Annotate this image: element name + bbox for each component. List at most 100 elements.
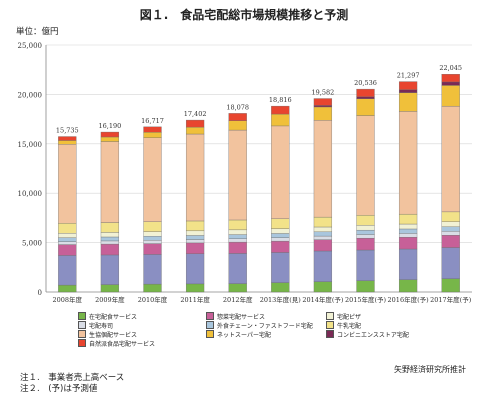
bar-segment	[441, 231, 460, 236]
bar-segment	[185, 242, 205, 254]
source-credit: 矢野経済研究所推計	[394, 365, 466, 374]
bar-segment	[185, 283, 205, 293]
bar-segment	[441, 226, 460, 232]
bar-total-label: 22,045	[439, 64, 462, 72]
bar-segment	[313, 105, 333, 108]
bar-segment	[58, 255, 77, 286]
bar-total-label: 15,735	[56, 127, 79, 135]
bar-segment	[271, 228, 290, 234]
bar-segment	[228, 129, 247, 221]
bar-segment	[58, 136, 77, 141]
bar-segment	[271, 233, 290, 238]
bar-segment	[356, 98, 375, 116]
bar-segment	[441, 211, 460, 222]
y-axis-unit-label: 単位：億円	[16, 27, 59, 37]
bar-segment	[228, 120, 247, 131]
legend-label: ネットスーパー宅配	[217, 331, 271, 339]
bar-total-label: 16,717	[141, 117, 164, 125]
note-1: 注１. 事業者売上高ベース	[20, 373, 125, 383]
bar-segment	[100, 141, 120, 223]
legend-swatch	[78, 321, 86, 329]
bar-segment	[58, 241, 77, 245]
bar-segment	[228, 234, 247, 239]
bar-segment	[398, 92, 418, 112]
bar-segment	[185, 253, 205, 285]
bar-segment	[441, 235, 460, 248]
bar-segment	[441, 247, 460, 279]
bar-segment	[441, 105, 460, 213]
labels: 15,735 2008年度 16,190 2009年度 16,717 2010年度 17,4…	[53, 64, 472, 304]
bar-segment	[356, 249, 375, 281]
legend-swatch	[326, 312, 334, 320]
bar-segment	[441, 278, 460, 293]
legend-entry: 宅配寿司	[78, 321, 206, 330]
bar-segment	[185, 119, 205, 128]
bar-segment	[228, 253, 247, 284]
bar-segment	[313, 98, 333, 106]
bar-total-label: 18,816	[269, 96, 292, 104]
bar-segment	[228, 238, 247, 243]
x-tick-label: 2012年度	[223, 295, 253, 304]
legend-label: 宅配寿司	[89, 322, 114, 330]
bar-segment	[271, 252, 290, 283]
bar-segment	[441, 85, 460, 107]
bar-segment	[271, 237, 290, 242]
bar-total-label: 16,190	[99, 122, 122, 130]
x-tick-label: 2011年度	[180, 295, 210, 304]
legend-swatch	[78, 312, 86, 320]
bar-segment	[143, 231, 162, 237]
legend-swatch	[206, 312, 214, 320]
legend-label: コンビニエンスストア宅配	[337, 331, 409, 339]
bar-segment	[143, 132, 162, 138]
legend-entry: コンビニエンスストア宅配	[326, 330, 416, 339]
bar-segment	[185, 239, 205, 244]
y-tick-label: 20,000	[18, 91, 43, 99]
bar-segment	[398, 111, 418, 215]
bar-segment	[313, 231, 333, 237]
chart-title: 図１. 食品宅配総市場規模推移と予測	[139, 8, 349, 22]
bar-segment	[100, 131, 120, 138]
x-tick-label: 2013年度(見)	[260, 295, 302, 304]
bar-segment	[100, 254, 120, 285]
bar-segment	[143, 236, 162, 241]
bar-segment	[398, 236, 418, 250]
bar-segment	[271, 113, 290, 127]
legend-label: 生協個配サービス	[89, 331, 138, 339]
legend-swatch	[326, 321, 334, 329]
bar-segment	[100, 136, 120, 142]
legend-label: 牛乳宅配	[337, 322, 362, 330]
y-tick-label: 0	[38, 289, 42, 297]
x-tick-label: 2017年度(予)	[430, 295, 472, 304]
bar-total-label: 21,297	[397, 72, 420, 80]
legend-swatch	[78, 339, 86, 347]
bar-segment	[441, 74, 460, 83]
legend-swatch	[206, 330, 214, 338]
legend-entry: 外食チェーン・ファストフード宅配	[206, 321, 326, 330]
legend-swatch	[78, 330, 86, 338]
bar-segment	[58, 233, 77, 238]
y-tick-label: 5,000	[22, 240, 42, 248]
bar-segment	[228, 113, 247, 121]
bar-segment	[58, 244, 77, 256]
bar-segment	[100, 236, 120, 242]
x-tick-label: 2015年度(予)	[345, 295, 387, 304]
legend-label: 惣菜宅配サービス	[217, 313, 266, 321]
bar-segment	[271, 218, 290, 229]
legend-entry: 牛乳宅配	[326, 321, 416, 330]
bar-segment	[185, 133, 205, 222]
bar-segment	[313, 226, 333, 233]
bar-segment	[143, 243, 162, 255]
y-tick-label: 25,000	[18, 42, 43, 50]
y-tick-label: 15,000	[18, 141, 43, 149]
x-tick-label: 2014年度(予)	[302, 295, 344, 304]
legend-entry: 惣菜宅配サービス	[206, 312, 326, 321]
bar-segment	[313, 120, 333, 218]
bar-segment	[313, 106, 333, 121]
bar-segment	[58, 223, 77, 234]
bar-segment	[313, 239, 333, 252]
bar-segment	[271, 105, 290, 115]
bar-segment	[313, 281, 333, 293]
notes: 注１. 事業者売上高ベース 注２. (予)は予測値	[20, 373, 124, 395]
bar-segment	[398, 279, 418, 293]
bar-segment	[185, 126, 205, 135]
